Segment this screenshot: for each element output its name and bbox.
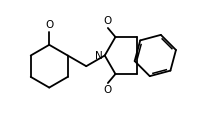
Text: O: O [103, 85, 111, 95]
Text: O: O [45, 20, 53, 30]
Text: O: O [103, 16, 111, 26]
Text: N: N [95, 51, 103, 61]
